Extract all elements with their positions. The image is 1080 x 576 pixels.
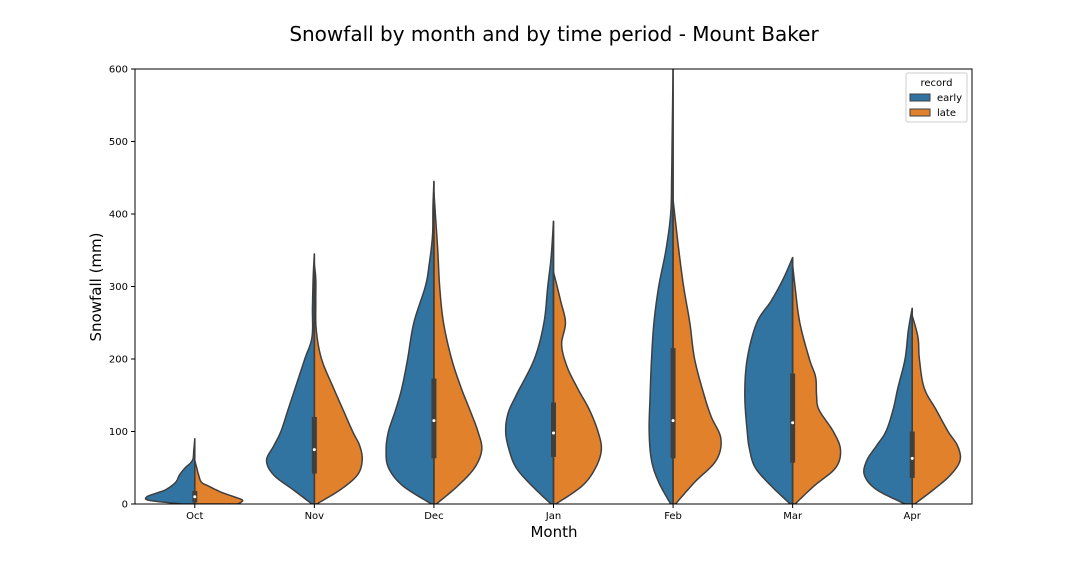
axes-frame [134,68,973,505]
violin-late-apr [911,314,962,504]
violin-early-jan [504,220,555,504]
violins [144,69,962,504]
violin-early-feb [648,69,674,504]
legend: record early late [905,72,968,123]
plot-area: 0 100 200 300 400 500 600 Oct Nov Dec Jan Feb Mar Apr [109,65,973,522]
iqr-box-nov [311,417,317,474]
x-tick-label: Nov [305,511,325,522]
x-tick-label: Apr [904,511,922,522]
y-tick-label: 500 [109,137,128,148]
y-tick-label: 300 [109,282,128,293]
median-marker-apr [910,456,914,460]
y-axis-label: Snowfall (mm) [87,233,105,342]
y-tick-label: 600 [109,65,128,76]
iqr-box-jan [551,402,556,457]
x-tick-label: Jan [545,511,561,522]
x-tick-label: Oct [186,511,203,522]
violin-early-apr [863,307,913,504]
iqr-box-dec [431,378,437,459]
median-marker-oct [193,495,197,499]
violin-early-dec [385,180,435,504]
y-tick-label: 400 [109,210,128,221]
median-marker-dec [432,419,436,423]
x-axis-label: Month [530,523,577,541]
violin-late-dec [433,191,483,504]
median-marker-jan [552,431,555,435]
iqr-box-feb [670,348,676,459]
iqr-box-mar [790,373,796,463]
violin-late-mar [791,264,842,504]
y-tick-label: 100 [109,427,128,438]
x-tick-label: Mar [783,511,803,522]
legend-swatch-late [909,108,931,117]
legend-swatch-early [909,93,931,102]
violin-early-nov [265,253,316,504]
violin-late-oct [194,459,244,504]
x-tick-label: Dec [424,511,443,522]
legend-entry-early: early [937,93,962,104]
median-marker-nov [312,448,316,452]
violin-early-oct [144,438,196,504]
violin-late-nov [313,264,364,504]
violin-late-jan [552,271,603,504]
violin-late-feb [672,198,722,504]
median-marker-mar [791,421,795,425]
median-marker-feb [671,419,675,423]
y-tick-label: 0 [122,500,128,511]
chart-title: Snowfall by month and by time period - M… [289,22,819,46]
legend-entry-late: late [937,108,956,119]
legend-title: record [921,78,953,89]
violin-early-mar [744,256,794,504]
y-tick-label: 200 [109,355,128,366]
iqr-box-apr [909,431,915,478]
x-tick-label: Feb [664,511,682,522]
